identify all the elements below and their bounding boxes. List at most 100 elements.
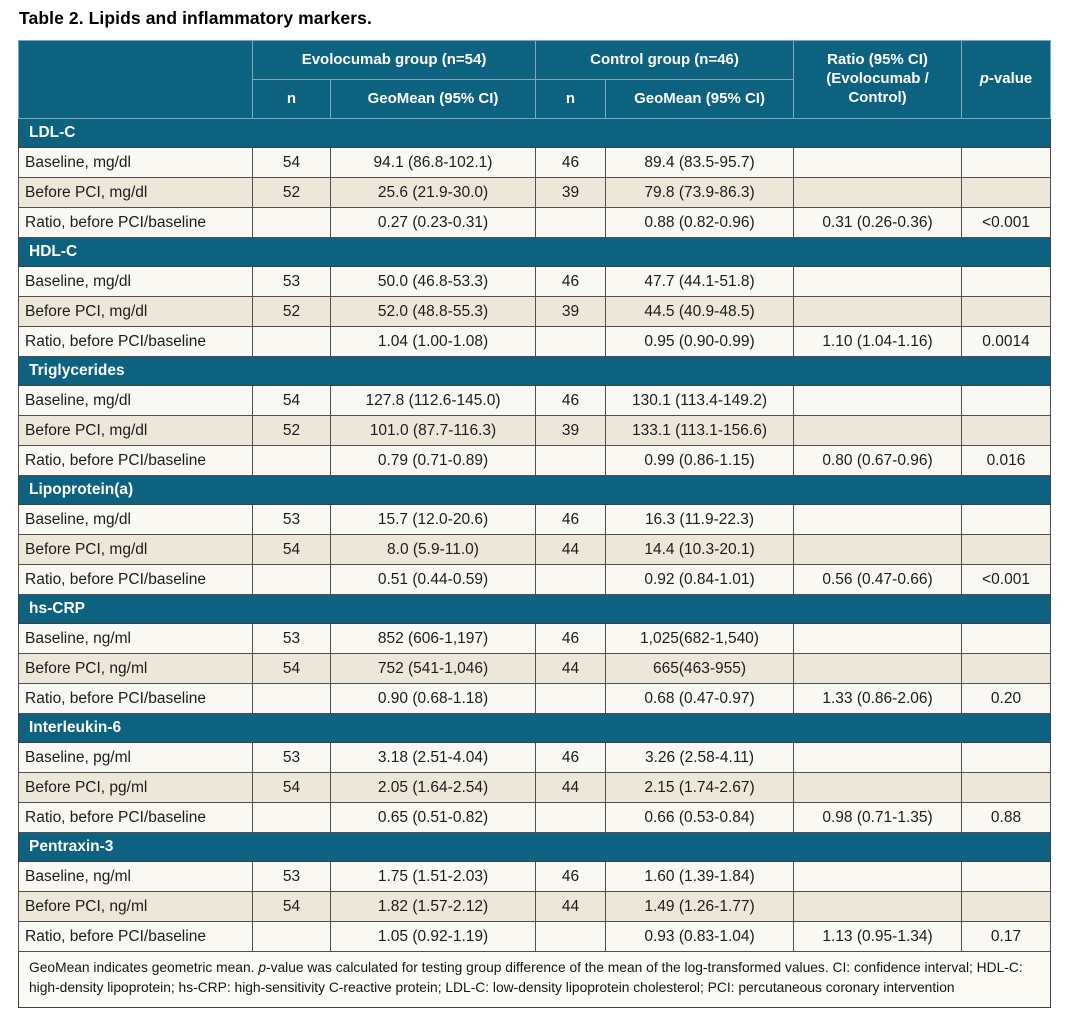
section-header-row: LDL-C bbox=[17, 118, 1052, 148]
evolocumab-geomean-value: 2.05 (1.64-2.54) bbox=[329, 772, 537, 803]
p-value bbox=[961, 742, 1052, 773]
evolocumab-geomean-value: 8.0 (5.9-11.0) bbox=[329, 534, 537, 565]
evolocumab-n-value: 54 bbox=[252, 147, 331, 178]
evolocumab-n-value bbox=[252, 683, 331, 714]
control-geomean-value: 44.5 (40.9-48.5) bbox=[605, 296, 795, 327]
evolocumab-n-value: 52 bbox=[252, 415, 331, 446]
evolocumab-n-value: 54 bbox=[252, 891, 331, 922]
table-row: Ratio, before PCI/baseline 0.51 (0.44-0.5… bbox=[18, 564, 1052, 595]
lipids-inflammatory-markers-table: Evolocumab group (n=54) Control group (n… bbox=[17, 40, 1052, 1009]
control-geomean-value: 133.1 (113.1-156.6) bbox=[605, 415, 795, 446]
row-label: Ratio, before PCI/baseline bbox=[18, 683, 253, 714]
evolocumab-n-value: 53 bbox=[252, 266, 331, 297]
ratio-header-line1: Ratio (95% CI) bbox=[827, 51, 928, 69]
evolocumab-geomean-value: 852 (606-1,197) bbox=[329, 623, 537, 654]
ratio-value bbox=[793, 177, 963, 208]
table-row: Baseline, mg/dl 54 127.8 (112.6-145.0) 46 13… bbox=[18, 385, 1052, 416]
p-value bbox=[961, 653, 1052, 684]
evolocumab-geomean-header: GeoMean (95% CI) bbox=[329, 79, 537, 119]
p-value bbox=[961, 534, 1052, 565]
control-n-value: 46 bbox=[535, 147, 607, 178]
ratio-value bbox=[793, 296, 963, 327]
evolocumab-group-header: Evolocumab group (n=54) bbox=[251, 40, 537, 80]
control-geomean-value: 665(463-955) bbox=[605, 653, 795, 684]
table-row: Baseline, mg/dl 54 94.1 (86.8-102.1) 46 89.4… bbox=[18, 147, 1052, 178]
evolocumab-geomean-value: 0.79 (0.71-0.89) bbox=[329, 445, 537, 476]
row-label: Before PCI, ng/ml bbox=[18, 653, 253, 684]
row-label: Ratio, before PCI/baseline bbox=[18, 802, 253, 833]
footnote-part2: -value was calculated for testing group … bbox=[29, 960, 1023, 995]
control-n-value: 46 bbox=[535, 385, 607, 416]
ratio-value: 1.10 (1.04-1.16) bbox=[793, 326, 963, 357]
table-row: Ratio, before PCI/baseline 1.04 (1.00-1.0… bbox=[18, 326, 1052, 357]
control-geomean-value: 0.95 (0.90-0.99) bbox=[605, 326, 795, 357]
row-label: Before PCI, ng/ml bbox=[18, 891, 253, 922]
ratio-value: 1.13 (0.95-1.34) bbox=[793, 921, 963, 952]
row-label: Baseline, pg/ml bbox=[18, 742, 253, 773]
control-n-value: 39 bbox=[535, 415, 607, 446]
ratio-value bbox=[793, 147, 963, 178]
table-row: Before PCI, ng/ml 54 1.82 (1.57-2.12) 44 1.4… bbox=[18, 891, 1052, 922]
table-footnote-row: GeoMean indicates geometric mean. p-valu… bbox=[17, 950, 1052, 1009]
table-row: Before PCI, mg/dl 52 25.6 (21.9-30.0) 39 79.… bbox=[18, 177, 1052, 208]
table-row: Before PCI, mg/dl 52 101.0 (87.7-116.3) 39 1… bbox=[18, 415, 1052, 446]
table-row: Before PCI, mg/dl 52 52.0 (48.8-55.3) 39 44.… bbox=[18, 296, 1052, 327]
table-row: Before PCI, mg/dl 54 8.0 (5.9-11.0) 44 14.4 … bbox=[18, 534, 1052, 565]
evolocumab-n-value: 52 bbox=[252, 296, 331, 327]
table-body: LDL-C Baseline, mg/dl 54 94.1 (86.8-102.1) 4… bbox=[17, 118, 1052, 952]
control-n-value bbox=[535, 326, 607, 357]
evolocumab-n-value: 53 bbox=[252, 623, 331, 654]
row-label: Ratio, before PCI/baseline bbox=[18, 921, 253, 952]
row-label: Ratio, before PCI/baseline bbox=[18, 207, 253, 238]
evolocumab-n-value: 54 bbox=[252, 653, 331, 684]
control-geomean-value: 0.68 (0.47-0.97) bbox=[605, 683, 795, 714]
row-label: Baseline, mg/dl bbox=[18, 266, 253, 297]
ratio-value bbox=[793, 861, 963, 892]
control-n-value bbox=[535, 802, 607, 833]
p-value bbox=[961, 504, 1052, 535]
table-row: Ratio, before PCI/baseline 0.65 (0.51-0.8… bbox=[18, 802, 1052, 833]
p-value: 0.20 bbox=[961, 683, 1052, 714]
section-header-row: Lipoprotein(a) bbox=[17, 475, 1052, 505]
control-geomean-value: 2.15 (1.74-2.67) bbox=[605, 772, 795, 803]
control-geomean-value: 89.4 (83.5-95.7) bbox=[605, 147, 795, 178]
p-value-header-italic: p bbox=[979, 70, 989, 88]
table-row: Baseline, mg/dl 53 15.7 (12.0-20.6) 46 16.3 … bbox=[18, 504, 1052, 535]
control-geomean-value: 130.1 (113.4-149.2) bbox=[605, 385, 795, 416]
ratio-value bbox=[793, 266, 963, 297]
evolocumab-n-value bbox=[252, 802, 331, 833]
table-row: Before PCI, pg/ml 54 2.05 (1.64-2.54) 44 2.1… bbox=[18, 772, 1052, 803]
row-label: Before PCI, mg/dl bbox=[18, 296, 253, 327]
ratio-value: 0.98 (0.71-1.35) bbox=[793, 802, 963, 833]
ratio-value bbox=[793, 534, 963, 565]
row-label: Baseline, mg/dl bbox=[18, 385, 253, 416]
evolocumab-n-value bbox=[252, 445, 331, 476]
control-n-value bbox=[535, 921, 607, 952]
ratio-value bbox=[793, 891, 963, 922]
control-geomean-value: 0.92 (0.84-1.01) bbox=[605, 564, 795, 595]
ratio-value: 0.31 (0.26-0.36) bbox=[793, 207, 963, 238]
control-geomean-value: 1.49 (1.26-1.77) bbox=[605, 891, 795, 922]
evolocumab-geomean-value: 1.04 (1.00-1.08) bbox=[329, 326, 537, 357]
control-n-value: 46 bbox=[535, 742, 607, 773]
control-n-value: 44 bbox=[535, 534, 607, 565]
table-row: Ratio, before PCI/baseline 0.90 (0.68-1.1… bbox=[18, 683, 1052, 714]
evolocumab-geomean-value: 94.1 (86.8-102.1) bbox=[329, 147, 537, 178]
table-row: Before PCI, ng/ml 54 752 (541-1,046) 44 665(… bbox=[18, 653, 1052, 684]
evolocumab-n-value: 54 bbox=[252, 385, 331, 416]
row-label: Baseline, ng/ml bbox=[18, 623, 253, 654]
section-header-row: Pentraxin-3 bbox=[17, 832, 1052, 862]
evolocumab-n-value: 53 bbox=[252, 742, 331, 773]
evolocumab-geomean-value: 52.0 (48.8-55.3) bbox=[329, 296, 537, 327]
p-value bbox=[961, 296, 1052, 327]
p-value: 0.88 bbox=[961, 802, 1052, 833]
control-geomean-value: 1,025(682-1,540) bbox=[605, 623, 795, 654]
control-geomean-value: 0.93 (0.83-1.04) bbox=[605, 921, 795, 952]
ratio-value bbox=[793, 385, 963, 416]
ratio-header: Ratio (95% CI) (Evolocumab / Control) bbox=[793, 40, 963, 119]
table-row: Baseline, ng/ml 53 852 (606-1,197) 46 1,025(… bbox=[18, 623, 1052, 654]
evolocumab-n-value: 54 bbox=[252, 772, 331, 803]
table-row: Baseline, ng/ml 53 1.75 (1.51-2.03) 46 1.60 … bbox=[18, 861, 1052, 892]
row-label: Baseline, ng/ml bbox=[18, 861, 253, 892]
evolocumab-geomean-value: 1.75 (1.51-2.03) bbox=[329, 861, 537, 892]
